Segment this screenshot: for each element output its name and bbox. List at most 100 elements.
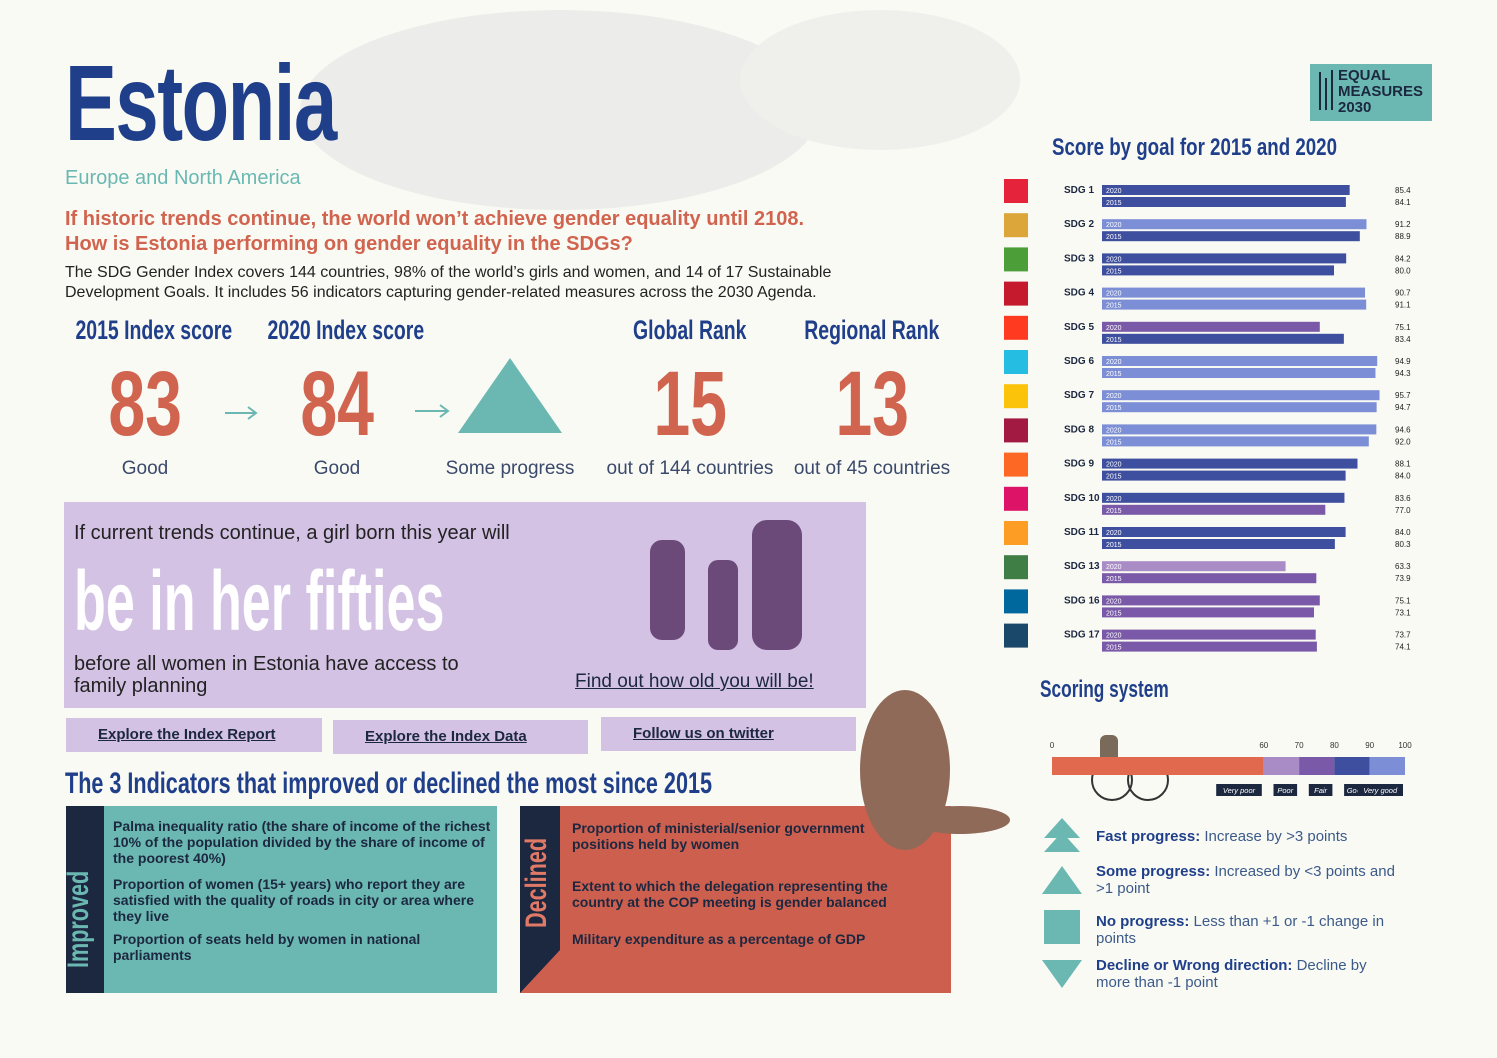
title-text: Estonia [65, 42, 337, 163]
body-line: The SDG Gender Index covers 144 countrie… [65, 264, 832, 281]
value-label: 88.9 [1395, 232, 1411, 241]
score-caption: Good [313, 458, 361, 479]
series-label: 2015 [1106, 508, 1122, 515]
sdg-icon [1004, 555, 1028, 580]
legend-item: No progress: Less than +1 or -1 change i… [1096, 913, 1396, 947]
value-label: 88.1 [1395, 460, 1411, 469]
series-label: 2020 [1106, 564, 1122, 571]
indicators-title-text: The 3 Indicators that improved or declin… [65, 767, 712, 800]
scale-tick-label: 70 [1295, 741, 1304, 750]
logo-line: EQUAL [1338, 67, 1391, 84]
scale-band [1334, 757, 1370, 775]
sdg-icon [1004, 486, 1028, 511]
bar [1102, 629, 1316, 640]
series-label: 2015 [1106, 405, 1122, 412]
series-label: 2020 [1106, 188, 1122, 195]
bar [1102, 607, 1314, 618]
score-value: 15 [590, 352, 790, 457]
bar [1102, 561, 1286, 572]
indicator-item: Proportion of seats held by women in nat… [113, 931, 421, 963]
scoring-title: Scoring system [1040, 676, 1219, 704]
legend-item: Fast progress: Increase by >3 points [1096, 828, 1396, 845]
progress-icon [458, 358, 562, 433]
link[interactable]: Follow us on twitter [601, 717, 856, 751]
indicator-item: Military expenditure as a percentage of … [572, 931, 866, 947]
bar [1102, 219, 1367, 230]
sdg-icon [1004, 247, 1028, 272]
score-value-text: 15 [653, 353, 727, 455]
bar [1102, 185, 1350, 195]
bar [1102, 470, 1346, 481]
legend-text: Increased by <3 points and >1 point [1096, 863, 1395, 897]
score-label-text: 2020 Index score [267, 315, 425, 345]
series-label: 2020 [1106, 359, 1122, 366]
value-label: 92.0 [1395, 437, 1411, 446]
bar [1102, 333, 1344, 344]
series-label: 2020 [1106, 530, 1122, 537]
score-value-text: 13 [835, 353, 909, 455]
arrow [225, 406, 258, 420]
children-figure [650, 520, 802, 650]
value-label: 74.1 [1395, 643, 1411, 652]
value-label: 77.0 [1395, 506, 1411, 515]
category-label: SDG 10 [1064, 493, 1100, 504]
legend-text: Decline by more than -1 point [1096, 957, 1367, 991]
bar [1102, 390, 1380, 401]
bar [1102, 458, 1358, 469]
score-label: Global Rank [590, 315, 790, 346]
value-label: 75.1 [1395, 323, 1411, 332]
category-label: SDG 16 [1064, 595, 1100, 606]
value-label: 73.7 [1395, 631, 1411, 640]
category-label: SDG 7 [1064, 390, 1094, 401]
title: Estonia [65, 48, 441, 158]
bar [1102, 299, 1367, 310]
headline-line: How is Estonia performing on gender equa… [65, 233, 633, 255]
series-label: 2015 [1106, 234, 1122, 241]
improved-label-text: Improved [62, 870, 95, 968]
legend-term: Fast progress: [1096, 828, 1201, 845]
sdg-icon [1004, 384, 1028, 409]
category-label: SDG 3 [1064, 253, 1094, 264]
legend-icons [1042, 818, 1082, 988]
bar [1102, 539, 1335, 549]
score-value-text: 84 [300, 353, 374, 455]
bar [1102, 573, 1317, 584]
bar [1102, 402, 1377, 413]
band-tag [1357, 784, 1403, 796]
bar [1102, 321, 1320, 332]
bar [1102, 436, 1369, 447]
logo: EQUAL MEASURES 2030 [1338, 68, 1423, 116]
scale-band [1263, 757, 1300, 775]
category-label: SDG 4 [1064, 288, 1094, 299]
bar [1102, 504, 1326, 515]
score-label: 2020 Index score [237, 315, 437, 346]
girl-link[interactable]: Find out how old you will be! [575, 671, 814, 692]
series-label: 2015 [1106, 576, 1122, 583]
value-label: 91.2 [1395, 220, 1411, 229]
value-label: 80.0 [1395, 266, 1411, 275]
scoring-title-text: Scoring system [1040, 676, 1169, 703]
score-label: Regional Rank [772, 315, 972, 346]
bar [1102, 595, 1320, 606]
link[interactable]: Explore the Index Report [66, 718, 322, 752]
category-label: SDG 13 [1064, 561, 1100, 572]
score-caption: out of 45 countries [793, 458, 951, 479]
series-label: 2020 [1106, 222, 1122, 229]
band-tag [1216, 784, 1262, 796]
series-label: 2020 [1106, 598, 1122, 605]
category-label: SDG 2 [1064, 219, 1094, 230]
link[interactable]: Explore the Index Data [333, 720, 588, 754]
logo-box [1310, 64, 1432, 121]
band-tag [1273, 784, 1298, 796]
chart-title: Score by goal for 2015 and 2020 [1052, 134, 1337, 161]
series-label: 2020 [1106, 325, 1122, 332]
category-label: SDG 5 [1064, 322, 1094, 333]
value-label: 83.4 [1395, 335, 1411, 344]
region: Europe and North America [65, 167, 301, 189]
sdg-icon [1004, 452, 1028, 477]
score-caption: Some progress [445, 458, 575, 479]
legend-text: Less than +1 or -1 change in points [1096, 913, 1385, 947]
scale-band [1052, 757, 1264, 775]
bar [1102, 424, 1377, 435]
